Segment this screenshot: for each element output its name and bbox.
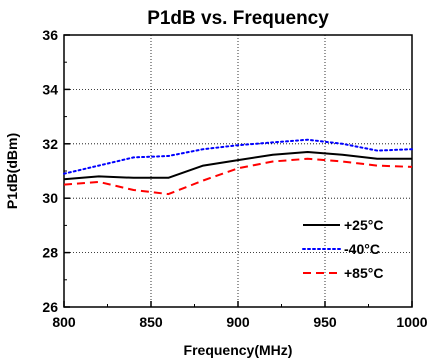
y-tick-label: 32 [42,136,58,152]
y-tick-labels: 26 28 30 32 34 36 [42,27,58,315]
axis-ticks [63,34,413,308]
y-tick-label: 28 [42,245,58,261]
x-tick-label: 950 [313,314,337,330]
x-tick-label: 800 [52,314,76,330]
y-tick-label: 36 [42,27,58,43]
x-tick-label: 1000 [396,314,427,330]
series-line-1 [63,138,413,175]
legend: +25°C -40°C +85°C [302,217,383,281]
y-tick-label: 34 [42,81,58,97]
x-tick-label: 900 [226,314,250,330]
y-axis-label: P1dB(dBm) [4,133,20,209]
x-tick-label: 850 [139,314,163,330]
x-axis-label: Frequency(MHz) [184,342,293,358]
legend-label: -40°C [344,241,380,257]
series-lines [63,138,413,196]
y-tick-label: 30 [42,190,58,206]
y-tick-label: 26 [42,299,58,315]
x-tick-labels: 800 850 900 950 1000 [52,314,427,330]
series-line-2 [63,157,413,196]
grid [64,35,412,307]
chart-title: P1dB vs. Frequency [147,8,329,29]
series-line-0 [63,151,412,181]
legend-label: +85°C [344,265,383,281]
legend-label: +25°C [344,217,383,233]
